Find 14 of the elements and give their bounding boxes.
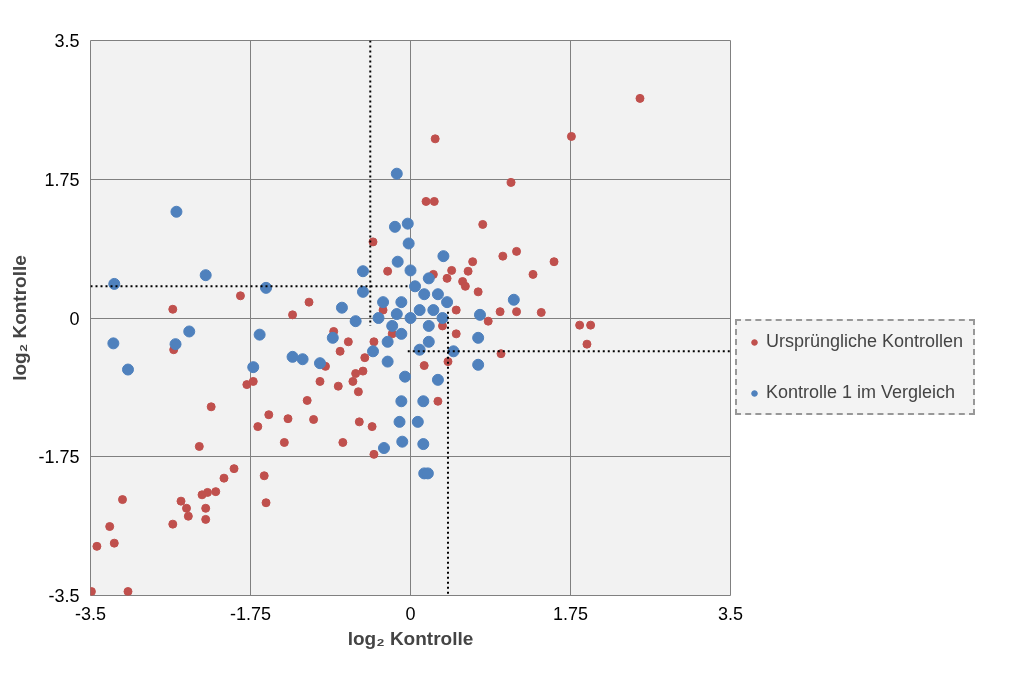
- x-tick-label: 3.5: [717, 603, 744, 624]
- y-axis-title: log₂ Kontrolle: [9, 255, 31, 381]
- x-axis-title: log₂ Kontrolle: [347, 627, 474, 649]
- y-tick-label: 1.75: [44, 169, 80, 190]
- y-tick-label: -1.75: [38, 447, 80, 468]
- x-tick-label: 1.75: [552, 603, 589, 624]
- y-tick-label: 3.5: [54, 31, 80, 51]
- x-tick-label: 0: [405, 603, 416, 624]
- x-tick-label: -3.5: [74, 603, 107, 624]
- x-tick-label: -1.75: [229, 603, 272, 624]
- legend-label: Ursprüngliche Kontrollen: [766, 331, 964, 352]
- y-tick-label: -3.5: [48, 586, 80, 606]
- legend-label: Kontrolle 1 im Vergleich: [766, 382, 956, 403]
- y-tick-label: 0: [69, 308, 80, 329]
